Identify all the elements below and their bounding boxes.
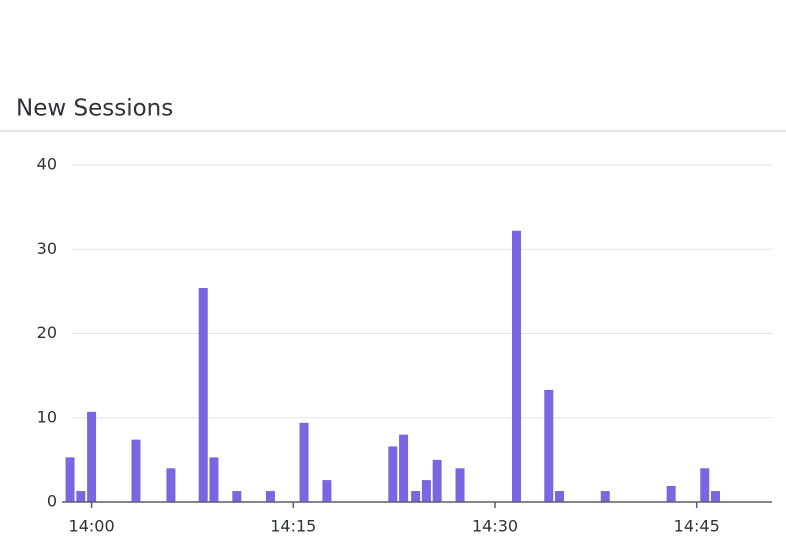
bar — [388, 446, 398, 502]
bar — [131, 439, 141, 502]
y-tick-label: 30 — [37, 239, 57, 258]
bar — [555, 491, 565, 502]
y-tick-label: 10 — [37, 407, 57, 426]
bar — [700, 468, 710, 502]
y-tick-label: 0 — [47, 492, 57, 511]
y-tick-label: 40 — [37, 155, 57, 174]
bar — [455, 468, 465, 502]
bar — [600, 491, 610, 502]
bar — [299, 422, 309, 502]
bar — [399, 434, 409, 502]
bar — [166, 468, 176, 502]
bar — [209, 457, 219, 502]
x-tick-label: 14:30 — [472, 517, 518, 536]
bar — [512, 230, 522, 502]
bar — [322, 480, 332, 502]
x-tick-label: 14:45 — [674, 517, 720, 536]
chart-title: New Sessions — [16, 96, 173, 122]
bar — [421, 480, 431, 502]
x-tick-label: 14:15 — [270, 517, 316, 536]
bar — [432, 459, 442, 502]
bar — [232, 491, 242, 502]
bar — [666, 485, 676, 502]
bar — [76, 491, 86, 502]
bar — [198, 288, 208, 502]
bar — [87, 411, 97, 502]
bar — [265, 491, 275, 502]
bar — [65, 457, 75, 502]
bar — [544, 389, 554, 502]
x-tick-label: 14:00 — [69, 517, 115, 536]
bar — [411, 491, 421, 502]
bar — [711, 491, 721, 502]
y-tick-label: 20 — [37, 323, 57, 342]
